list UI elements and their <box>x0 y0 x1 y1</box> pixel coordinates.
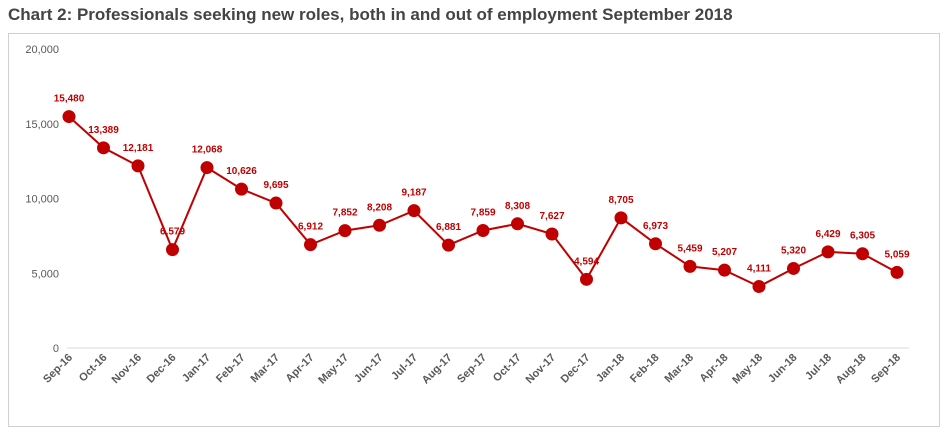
data-point <box>649 237 662 251</box>
x-tick-label: Dec-16 <box>145 352 179 386</box>
chart-title: Chart 2: Professionals seeking new roles… <box>8 5 733 24</box>
x-tick-label: Jul-17 <box>389 352 420 383</box>
data-point <box>856 247 869 261</box>
data-label: 6,305 <box>850 231 875 242</box>
data-point <box>338 224 352 238</box>
y-tick-label: 20,000 <box>25 44 59 56</box>
data-point <box>442 238 455 252</box>
data-point <box>511 217 524 231</box>
chart-frame: 0 5,000 10,000 15,000 20,000 Sep-16 Oct-16 Nov… <box>8 33 940 427</box>
data-label: 10,626 <box>226 166 257 177</box>
y-tick-label: 10,000 <box>25 194 59 206</box>
data-point <box>787 261 800 275</box>
y-tick-label: 5,000 <box>31 268 59 280</box>
x-tick-label: Oct-16 <box>77 352 110 385</box>
y-tick-label: 15,000 <box>25 119 59 131</box>
data-point <box>200 161 214 175</box>
data-label: 4,111 <box>747 264 771 275</box>
data-point <box>683 259 697 273</box>
series <box>62 110 904 294</box>
data-label: 7,859 <box>470 208 495 219</box>
x-tick-label: Jul-18 <box>803 352 834 383</box>
data-point <box>304 238 317 252</box>
data-point <box>718 263 731 277</box>
data-label: 12,181 <box>123 143 154 154</box>
data-point <box>614 211 628 225</box>
data-point <box>373 218 386 232</box>
data-label: 9,187 <box>401 188 426 199</box>
data-point <box>62 110 76 124</box>
x-tick-label: Mar-18 <box>663 352 697 386</box>
data-label: 6,912 <box>298 222 323 233</box>
data-point <box>235 182 248 196</box>
data-label: 8,208 <box>367 202 392 213</box>
x-tick-label: Sep-17 <box>455 352 489 386</box>
data-label: 6,579 <box>160 227 185 238</box>
series-line <box>68 115 898 288</box>
data-label: 6,429 <box>815 229 840 240</box>
x-tick-label: Apr-18 <box>697 352 730 385</box>
data-label: 5,459 <box>677 243 702 254</box>
data-point <box>821 245 835 259</box>
data-label: 4,594 <box>574 256 599 267</box>
data-point <box>890 265 904 279</box>
data-label: 13,389 <box>88 125 119 136</box>
x-tick-label: Jan-18 <box>594 352 627 385</box>
data-label: 7,852 <box>332 208 357 219</box>
x-tick-label: Dec-17 <box>559 352 593 386</box>
x-tick-label: Apr-17 <box>283 352 316 385</box>
data-label: 12,068 <box>192 145 223 156</box>
data-point <box>166 243 179 257</box>
data-point <box>407 204 421 218</box>
data-label: 7,627 <box>539 211 564 222</box>
data-point <box>476 224 490 238</box>
x-tick-label: Aug-17 <box>420 352 455 387</box>
x-tick-label: May-17 <box>316 352 351 387</box>
x-tick-label: Sep-16 <box>41 352 75 386</box>
data-label: 6,881 <box>436 222 461 233</box>
x-tick-label: Oct-17 <box>491 352 524 385</box>
data-label: 15,480 <box>54 94 85 105</box>
x-tick-label: Mar-17 <box>249 352 283 386</box>
data-point <box>131 159 145 173</box>
data-point <box>752 280 766 294</box>
x-tick-label: Feb-18 <box>628 352 662 386</box>
x-tick-label: Jun-18 <box>766 352 800 386</box>
data-point <box>580 272 593 286</box>
data-label: 5,059 <box>884 249 909 260</box>
x-tick-label: Nov-16 <box>110 352 144 386</box>
data-label: 8,705 <box>608 195 633 206</box>
data-label: 8,308 <box>505 201 530 212</box>
data-label: 9,695 <box>263 180 288 191</box>
data-point <box>545 227 559 241</box>
data-label: 5,320 <box>781 245 806 256</box>
x-tick-label: Nov-17 <box>524 352 558 386</box>
x-tick-label: Jan-17 <box>180 352 213 385</box>
x-tick-label: May-18 <box>730 352 765 387</box>
data-label: 6,973 <box>643 221 668 232</box>
y-tick-label: 0 <box>53 343 59 355</box>
data-point <box>97 141 110 155</box>
x-tick-label: Aug-18 <box>834 352 869 387</box>
x-tick-label: Sep-18 <box>869 352 903 386</box>
x-tick-label: Jun-17 <box>352 352 386 386</box>
x-axis: Sep-16 Oct-16 Nov-16 Dec-16 Jan-17 Feb-17 Mar-… <box>41 347 909 387</box>
data-point <box>269 196 283 210</box>
x-tick-label: Feb-17 <box>214 352 248 386</box>
y-axis: 0 5,000 10,000 15,000 20,000 <box>25 44 59 355</box>
data-label: 5,207 <box>712 247 737 258</box>
